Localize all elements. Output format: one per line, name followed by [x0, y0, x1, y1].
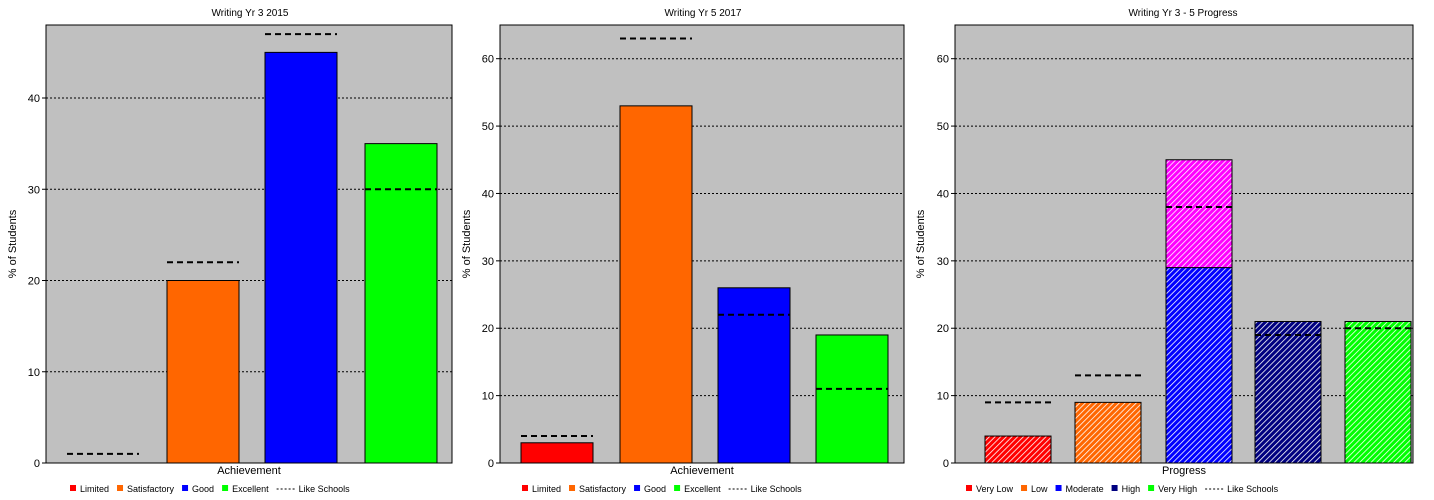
legend-label: Good — [192, 484, 214, 494]
y-tick-label: 40 — [937, 188, 949, 200]
legend-swatch — [1148, 485, 1155, 491]
legend-swatch — [674, 485, 681, 491]
chart-2: 0 10 20 30 40 50 60 Writing Yr 5 2017 % of Stude… — [461, 8, 905, 494]
bar-excellent — [815, 334, 889, 464]
y-axis-label: % of Students — [461, 209, 473, 278]
chart-legend: Very Low Low Moderate High Very High Like Sch… — [966, 484, 1279, 494]
y-axis-label: % of Students — [915, 209, 927, 278]
bar-limited — [520, 442, 594, 464]
legend-label: Excellent — [684, 484, 721, 494]
y-tick-label: 30 — [482, 256, 494, 268]
legend-swatch — [1111, 485, 1118, 491]
y-tick-label: 60 — [482, 54, 494, 66]
legend-swatch — [1021, 485, 1028, 491]
y-tick-label: 20 — [937, 323, 949, 335]
legend-label: Good — [644, 484, 666, 494]
bar-moderate — [1165, 267, 1233, 464]
legend-label: Very Low — [976, 484, 1014, 494]
y-tick-label: 30 — [937, 256, 949, 268]
chart-legend: Limited Satisfactory Good Excellent Like Sch… — [522, 484, 802, 494]
y-tick-label: 0 — [943, 458, 949, 470]
y-tick-label: 10 — [28, 367, 40, 379]
y-tick-label: 40 — [28, 93, 40, 105]
bar-satisfactory — [166, 280, 240, 464]
y-tick-label: 50 — [482, 121, 494, 133]
chart-title: Writing Yr 3 2015 — [212, 8, 289, 19]
legend-label: Satisfactory — [127, 484, 175, 494]
bar-excellent — [364, 143, 438, 464]
legend-label: Satisfactory — [579, 484, 627, 494]
legend-label: Low — [1031, 484, 1048, 494]
bar-very-low — [984, 435, 1052, 464]
y-tick-label: 10 — [482, 391, 494, 403]
y-tick-label: 30 — [28, 184, 40, 196]
legend-label: High — [1122, 484, 1141, 494]
bar-good — [717, 287, 791, 464]
y-tick-label: 10 — [937, 391, 949, 403]
chart-3: 0 10 20 30 40 50 60 Writing Yr 3 - 5 Progress % … — [915, 8, 1414, 494]
y-axis-label: % of Students — [7, 209, 19, 278]
chart-1: 0 10 20 30 40 Writing Yr 3 2015 % of Students A… — [7, 8, 453, 494]
bar-low — [1074, 401, 1142, 464]
chart-title: Writing Yr 3 - 5 Progress — [1128, 8, 1237, 19]
chart-legend: Limited Satisfactory Good Excellent Like Sch… — [70, 484, 350, 494]
x-axis-label: Progress — [1162, 465, 1207, 477]
y-tick-label: 60 — [937, 54, 949, 66]
bar-satisfactory — [619, 105, 693, 464]
legend-label: Like Schools — [299, 484, 351, 494]
legend-label: Like Schools — [751, 484, 803, 494]
legend-swatch — [1055, 485, 1062, 491]
legend-label: Limited — [532, 484, 561, 494]
legend-swatch — [117, 485, 124, 491]
x-axis-label: Achievement — [217, 465, 281, 477]
legend-label: Very High — [1158, 484, 1197, 494]
legend-label: Excellent — [232, 484, 269, 494]
legend-swatch — [966, 485, 972, 491]
legend-swatch — [70, 485, 76, 491]
chart-title: Writing Yr 5 2017 — [665, 8, 742, 19]
y-tick-label: 20 — [482, 323, 494, 335]
legend-swatch — [182, 485, 189, 491]
y-tick-label: 0 — [488, 458, 494, 470]
legend-label: Like Schools — [1227, 484, 1279, 494]
legend-swatch — [522, 485, 528, 491]
x-axis-label: Achievement — [670, 465, 734, 477]
legend-label: Limited — [80, 484, 109, 494]
legend-swatch — [634, 485, 641, 491]
legend-swatch — [222, 485, 229, 491]
y-tick-label: 0 — [34, 458, 40, 470]
legend-label: Moderate — [1066, 484, 1104, 494]
bar-good — [264, 51, 338, 464]
legend-swatch — [569, 485, 576, 491]
bar-high — [1254, 320, 1322, 464]
y-tick-label: 20 — [28, 276, 40, 288]
bar-very-high — [1344, 320, 1412, 464]
y-tick-label: 40 — [482, 188, 494, 200]
y-tick-label: 50 — [937, 121, 949, 133]
bar-stack-moderate — [1165, 159, 1233, 269]
